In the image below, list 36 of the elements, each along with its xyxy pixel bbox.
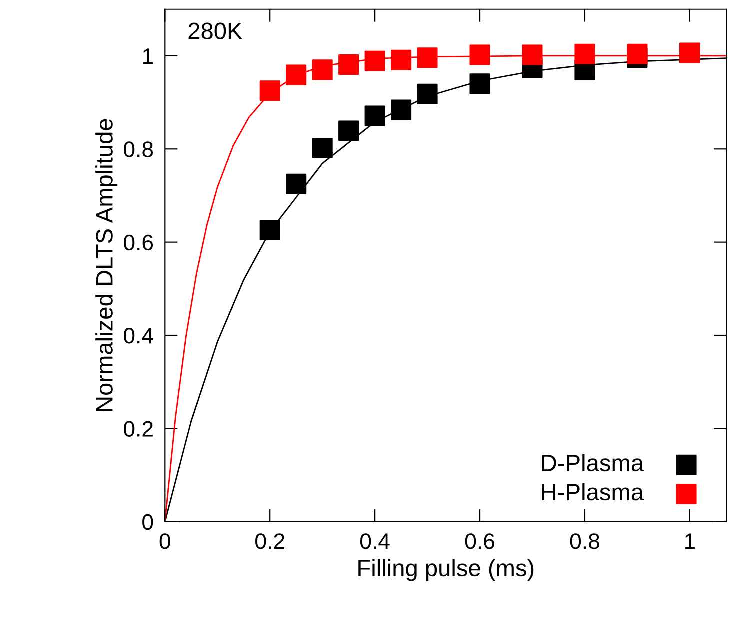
point	[260, 220, 280, 240]
point	[574, 44, 596, 64]
y-tick-label: 1	[143, 48, 153, 64]
point	[391, 50, 412, 70]
x-tick-label: 0.6	[465, 534, 494, 550]
x-tick-label: 0.2	[256, 534, 284, 550]
point	[312, 138, 333, 158]
point	[417, 48, 438, 68]
point	[522, 44, 543, 66]
point	[312, 60, 333, 80]
x-tick-label: 0	[160, 534, 170, 550]
x-tick-label: 1	[685, 534, 696, 550]
y-tick-label: 0	[142, 514, 154, 530]
y-tick-label: 0.2	[124, 421, 153, 437]
point	[286, 64, 307, 86]
y-tick-label: 0.8	[124, 142, 154, 158]
point	[364, 50, 386, 72]
point	[338, 54, 360, 76]
y-axis-title: Normalized DLTS Amplitude	[96, 119, 118, 412]
point	[391, 100, 412, 120]
legend-label: D-Plasma	[542, 454, 644, 472]
point	[627, 44, 648, 64]
point	[470, 44, 490, 66]
legend-label: H-Plasma	[542, 483, 644, 501]
point	[338, 120, 360, 142]
point	[470, 74, 490, 94]
y-tick-label: 0.4	[124, 328, 154, 344]
point	[364, 106, 386, 126]
point	[286, 174, 307, 194]
point	[260, 80, 280, 102]
x-axis-title: Filling pulse (ms)	[358, 559, 534, 582]
y-tick-label: 0.6	[124, 234, 154, 251]
x-tick-label: 0.4	[360, 534, 390, 550]
point	[417, 84, 438, 104]
x-tick-label: 0.8	[570, 534, 600, 550]
annotation: 280K	[188, 22, 242, 40]
